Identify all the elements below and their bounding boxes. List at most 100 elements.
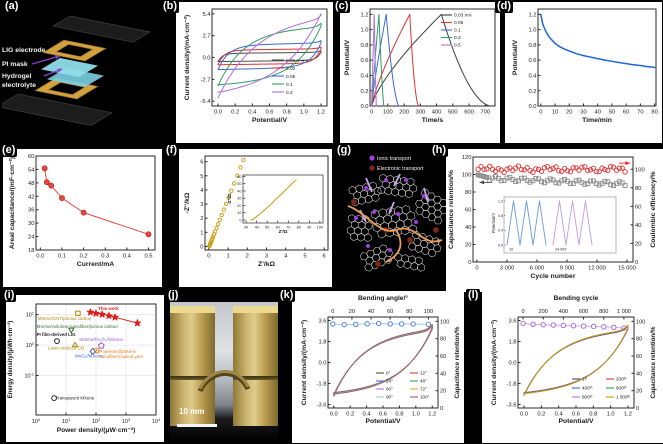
- svg-text:20: 20: [566, 109, 572, 115]
- svg-text:80: 80: [635, 186, 641, 192]
- svg-text:MXene/Fe₂O₃//MXene: MXene/Fe₂O₃//MXene: [79, 337, 123, 342]
- svg-text:Potential/V: Potential/V: [252, 117, 288, 124]
- svg-text:1.2: 1.2: [624, 411, 632, 417]
- bent-device-strip: [198, 370, 250, 393]
- svg-text:MXene/cellulose nanofiber/poro: MXene/cellulose nanofiber/porous carbon: [37, 324, 119, 329]
- svg-text:0.2: 0.2: [360, 89, 368, 95]
- panel-j-photo: 10 mm: [170, 302, 278, 441]
- panel-g-figure: Ionic transport Electronic transport: [347, 155, 448, 272]
- svg-text:72°: 72°: [420, 387, 427, 392]
- panel-i-figure: 100 101 102 103 104 10-1 100 101 Power density/(…: [6, 295, 164, 442]
- svg-text:0°: 0°: [386, 371, 391, 376]
- svg-text:1.0: 1.0: [607, 411, 615, 417]
- svg-text:20: 20: [440, 389, 446, 395]
- svg-text:Areal capacitance/(mF·cm⁻²): Areal capacitance/(mF·cm⁻²): [9, 157, 16, 249]
- svg-text:Cycle number: Cycle number: [531, 273, 576, 280]
- svg-text:600: 600: [579, 309, 588, 315]
- svg-text:0.6: 0.6: [360, 58, 368, 64]
- svg-text:Potential/V: Potential/V: [344, 39, 351, 75]
- svg-text:-Z''/kΩ: -Z''/kΩ: [184, 192, 191, 213]
- panel-l-figure: 0.0 0.2 0.4 0.6 0.8 1.0 1.2 -3.6 -1.8 0.0 1.8 3.6 Po…: [482, 291, 663, 443]
- svg-text:60: 60: [440, 354, 446, 360]
- svg-text:0.5: 0.5: [144, 253, 152, 259]
- scale-bar-label: 10 mm: [179, 407, 205, 416]
- svg-text:3.6: 3.6: [508, 319, 516, 325]
- svg-text:PI film-derived LIG: PI film-derived LIG: [37, 332, 76, 337]
- svg-text:3 000: 3 000: [500, 265, 515, 271]
- svg-text:1.2: 1.2: [360, 12, 368, 18]
- svg-text:100: 100: [317, 225, 323, 229]
- svg-text:90°: 90°: [386, 395, 393, 400]
- svg-text:0.2: 0.2: [537, 411, 545, 417]
- svg-text:60: 60: [28, 154, 34, 160]
- svg-text:Potential/V: Potential/V: [491, 213, 496, 233]
- svg-text:0.6: 0.6: [572, 411, 580, 417]
- svg-text:This work: This work: [98, 306, 119, 311]
- svg-text:40: 40: [368, 309, 374, 315]
- svg-text:0.4: 0.4: [360, 73, 369, 79]
- svg-text:0: 0: [331, 309, 334, 315]
- svg-text:Potential/V: Potential/V: [512, 39, 519, 75]
- svg-text:1 000ᵗʰ: 1 000ᵗʰ: [616, 395, 631, 400]
- svg-text:5.4: 5.4: [202, 12, 211, 18]
- svg-text:1ˢᵗ: 1ˢᵗ: [582, 377, 587, 382]
- svg-text:40: 40: [237, 189, 241, 193]
- svg-text:100: 100: [462, 173, 472, 179]
- svg-text:0.4: 0.4: [555, 411, 564, 417]
- svg-text:Coulombic efficiency/%: Coulombic efficiency/%: [650, 171, 657, 247]
- svg-text:40: 40: [465, 225, 471, 231]
- panel-k-figure: 0.0 0.2 0.4 0.6 0.8 1.0 1.2 -3.6 -1.8 0.0 1.8 3.6 Po…: [292, 291, 464, 443]
- panel-label-i: (i): [2, 289, 17, 302]
- svg-text:0.1: 0.1: [58, 253, 66, 259]
- panel-label-g: (g): [335, 144, 354, 157]
- svg-text:200ᵗʰ: 200ᵗʰ: [616, 377, 627, 382]
- panel-label-c: (c): [333, 0, 351, 13]
- svg-text:100: 100: [636, 319, 645, 325]
- svg-text:6: 6: [323, 253, 326, 259]
- svg-text:0.8: 0.8: [528, 43, 536, 49]
- svg-text:101: 101: [26, 311, 34, 318]
- svg-text:Current density/(mA·cm⁻²): Current density/(mA·cm⁻²): [184, 15, 191, 101]
- svg-text:500: 500: [448, 109, 458, 115]
- svg-text:100: 100: [440, 319, 449, 325]
- svg-text:0.01 V·s⁻¹: 0.01 V·s⁻¹: [286, 58, 308, 64]
- svg-text:4: 4: [284, 253, 288, 259]
- panel-label-k: (k): [278, 289, 296, 302]
- svg-text:50: 50: [609, 109, 615, 115]
- svg-text:80: 80: [297, 225, 301, 229]
- svg-text:9 000: 9 000: [560, 265, 575, 271]
- svg-text:0.0: 0.0: [498, 243, 503, 247]
- svg-text:0.0: 0.0: [318, 361, 326, 367]
- svg-text:MnO₂//MXene: MnO₂//MXene: [75, 353, 103, 358]
- svg-text:12°: 12°: [420, 371, 427, 376]
- svg-text:700: 700: [480, 109, 490, 115]
- svg-text:0.5: 0.5: [454, 43, 461, 49]
- svg-text:101: 101: [62, 418, 70, 425]
- svg-text:0: 0: [468, 260, 471, 266]
- svg-text:0.4: 0.4: [498, 229, 503, 233]
- svg-text:20: 20: [465, 243, 471, 249]
- svg-text:Z'/kΩ: Z'/kΩ: [258, 261, 275, 268]
- svg-text:1.8: 1.8: [508, 340, 516, 346]
- svg-text:0.1: 0.1: [286, 82, 293, 88]
- svg-text:600ᵗʰ: 600ᵗʰ: [616, 386, 627, 391]
- svg-text:0.0: 0.0: [520, 411, 528, 417]
- svg-text:1.2: 1.2: [317, 109, 325, 115]
- svg-text:-5.4: -5.4: [201, 99, 212, 105]
- svg-text:1.8: 1.8: [318, 340, 326, 346]
- panel-a-figure: LIG electrode PI mask Hydrogel electrolyte: [2, 15, 151, 126]
- panel-label-l: (l): [466, 289, 481, 302]
- svg-text:5: 5: [303, 253, 306, 259]
- svg-text:14 997: 14 997: [555, 248, 567, 252]
- svg-text:Time/min: Time/min: [582, 117, 612, 124]
- panel-c-figure: 0 100 200 300 400 500 600 700 0.0 0.2 0.4 0.6 0.8 1.0…: [340, 2, 500, 143]
- svg-text:24°: 24°: [386, 379, 393, 384]
- svg-text:20: 20: [635, 241, 641, 247]
- svg-text:-1.8: -1.8: [317, 382, 327, 388]
- svg-text:0.2: 0.2: [286, 90, 293, 96]
- svg-text:10-1: 10-1: [24, 372, 34, 379]
- svg-text:300: 300: [415, 109, 425, 115]
- svg-text:40: 40: [255, 225, 259, 229]
- svg-text:100°: 100°: [420, 395, 430, 400]
